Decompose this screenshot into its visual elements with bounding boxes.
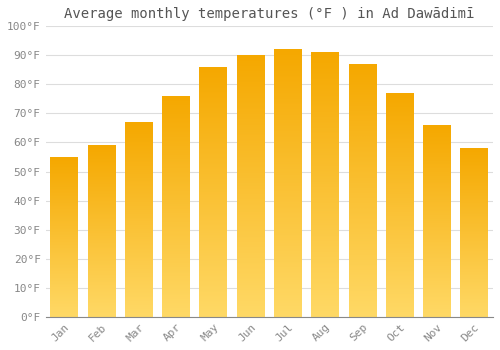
Title: Average monthly temperatures (°F ) in Ad Dawādimī: Average monthly temperatures (°F ) in Ad… bbox=[64, 7, 474, 21]
